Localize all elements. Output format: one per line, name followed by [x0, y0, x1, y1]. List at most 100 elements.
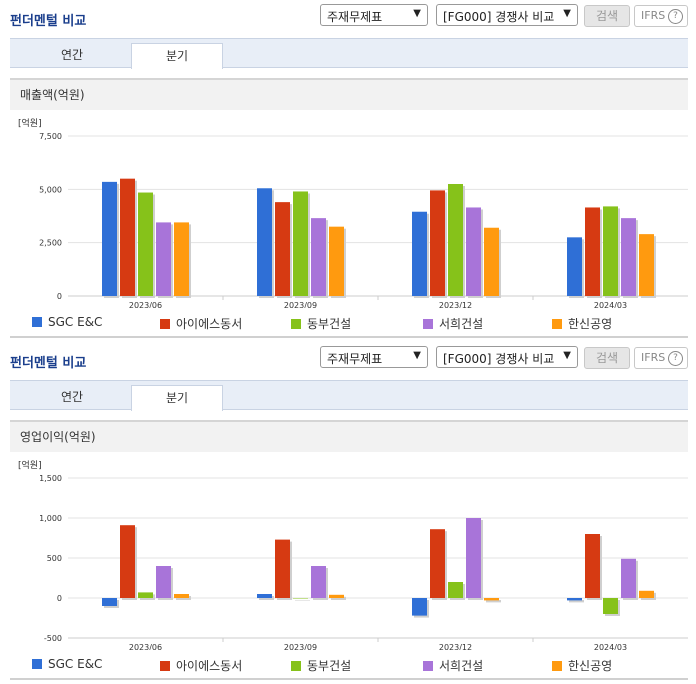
bar — [120, 178, 135, 296]
bar — [138, 192, 153, 296]
bar — [102, 181, 117, 296]
unit-label: [억원] — [18, 117, 42, 129]
legend-label: 서희건설 — [439, 659, 484, 673]
y-tick-label: 1,000 — [39, 514, 62, 523]
x-tick-label: 2024/03 — [594, 301, 627, 308]
legend-swatch — [552, 661, 562, 671]
legend-label: 동부건설 — [307, 659, 352, 673]
legend-item: 한신공영 — [552, 657, 612, 674]
period-tabs: 연간 분기 — [10, 38, 688, 69]
fundamental-section-operating-profit: 펀더멘털 비교 주재무제표 ▼ [FG000] 경쟁사 비교 ▼ 검색 IFRS… — [0, 342, 696, 684]
search-button[interactable]: 검색 — [584, 5, 630, 27]
help-icon: ? — [668, 351, 683, 366]
bar — [585, 207, 600, 296]
y-tick-label: 500 — [47, 554, 62, 563]
section-header: 펀더멘털 비교 주재무제표 ▼ [FG000] 경쟁사 비교 ▼ 검색 IFRS… — [0, 342, 696, 378]
unit-label: [억원] — [18, 459, 42, 471]
legend-swatch — [291, 319, 301, 329]
bar — [120, 525, 135, 598]
bar — [293, 191, 308, 296]
period-tabs: 연간 분기 — [10, 380, 688, 411]
y-tick-label: 0 — [57, 594, 62, 603]
bar — [567, 598, 582, 601]
legend-label: 한신공영 — [568, 659, 613, 673]
bar — [567, 237, 582, 296]
bar — [621, 218, 636, 296]
bar — [448, 184, 463, 296]
bar — [430, 529, 445, 598]
ifrs-button[interactable]: IFRS ? — [634, 347, 688, 369]
legend-item: 서희건설 — [423, 657, 483, 674]
bar-shadow — [569, 600, 584, 603]
bar — [275, 202, 290, 296]
bar — [329, 226, 344, 296]
comparison-select[interactable]: [FG000] 경쟁사 비교 ▼ — [436, 346, 578, 368]
legend-swatch — [32, 659, 42, 669]
chart-legend: SGC E&C 아이에스동서 동부건설 서희건설 한신공영 — [10, 653, 688, 677]
legend-label: 아이에스동서 — [176, 659, 243, 673]
chart-subtitle: 매출액(억원) — [10, 78, 688, 110]
chevron-down-icon: ▼ — [413, 350, 421, 361]
legend-item: 동부건설 — [291, 657, 351, 674]
legend-label: 서희건설 — [439, 317, 484, 331]
chart-subtitle: 영업이익(억원) — [10, 420, 688, 452]
bar — [275, 539, 290, 598]
legend-label: 아이에스동서 — [176, 317, 243, 331]
bar — [293, 598, 308, 599]
legend-swatch — [423, 661, 433, 671]
bar-shadow — [331, 596, 346, 600]
statement-select[interactable]: 주재무제표 ▼ — [320, 346, 428, 368]
bar — [430, 190, 445, 296]
bar — [412, 211, 427, 296]
x-tick-label: 2024/03 — [594, 643, 627, 650]
statement-select-value: 주재무제표 — [327, 352, 383, 366]
legend-label: 동부건설 — [307, 317, 352, 331]
comparison-select-value: [FG000] 경쟁사 비교 — [443, 352, 555, 366]
bar — [156, 566, 171, 598]
legend-item: 한신공영 — [552, 315, 612, 332]
comparison-select[interactable]: [FG000] 경쟁사 비교 ▼ — [436, 4, 578, 26]
legend-label: 한신공영 — [568, 317, 613, 331]
tab-quarterly[interactable]: 분기 — [131, 385, 223, 411]
divider — [10, 336, 688, 338]
chevron-down-icon: ▼ — [563, 350, 571, 361]
chevron-down-icon: ▼ — [413, 8, 421, 19]
statement-select-value: 주재무제표 — [327, 10, 383, 24]
legend-item: SGC E&C — [32, 315, 102, 329]
tab-annual[interactable]: 연간 — [60, 390, 84, 404]
bar — [621, 558, 636, 598]
x-tick-label: 2023/06 — [129, 643, 162, 650]
bar — [639, 234, 654, 296]
x-tick-label: 2023/09 — [284, 643, 317, 650]
search-button[interactable]: 검색 — [584, 347, 630, 369]
bar — [174, 594, 189, 598]
legend-item: 아이에스동서 — [160, 657, 242, 674]
bar — [329, 594, 344, 598]
ifrs-button[interactable]: IFRS ? — [634, 5, 688, 27]
bar — [448, 582, 463, 598]
divider — [10, 678, 688, 680]
bar — [466, 518, 481, 598]
bar — [257, 594, 272, 598]
bar — [174, 222, 189, 296]
legend-swatch — [291, 661, 301, 671]
x-tick-label: 2023/06 — [129, 301, 162, 308]
tab-annual[interactable]: 연간 — [60, 48, 84, 62]
statement-select[interactable]: 주재무제표 ▼ — [320, 4, 428, 26]
legend-swatch — [552, 319, 562, 329]
bar — [585, 534, 600, 598]
y-tick-label: 1,500 — [39, 474, 62, 483]
legend-label: SGC E&C — [48, 657, 103, 671]
legend-swatch — [423, 319, 433, 329]
legend-item: 동부건설 — [291, 315, 351, 332]
x-tick-label: 2023/09 — [284, 301, 317, 308]
legend-label: SGC E&C — [48, 315, 103, 329]
tab-quarterly[interactable]: 분기 — [131, 43, 223, 69]
bar-chart: [억원] 0 2,500 5,000 7,500 2023/06 2023/09 2023/1… — [18, 117, 688, 308]
section-title: 펀더멘털 비교 — [10, 14, 87, 29]
bar — [484, 598, 499, 601]
y-tick-label: 5,000 — [39, 185, 62, 194]
bar — [311, 218, 326, 296]
y-tick-label: 2,500 — [39, 239, 62, 248]
legend-swatch — [160, 661, 170, 671]
